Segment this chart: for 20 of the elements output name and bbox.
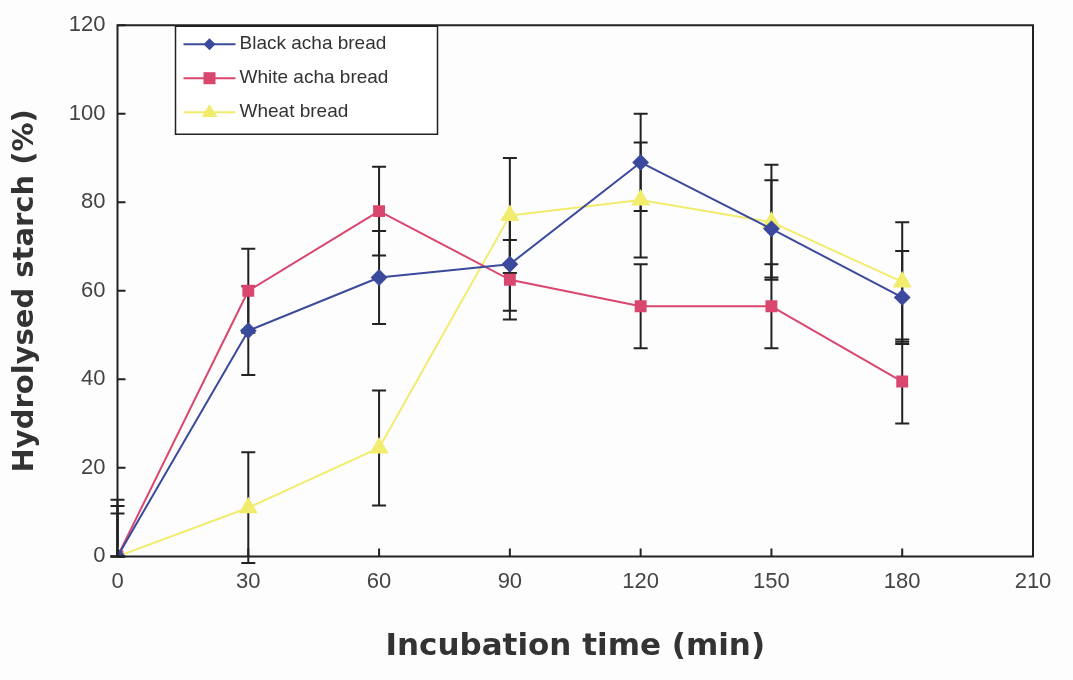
y-tick-label: 20 [81, 453, 106, 479]
x-tick-label: 150 [753, 567, 790, 593]
y-tick-label: 120 [68, 11, 106, 37]
x-tick-label: 60 [366, 567, 392, 593]
x-tick-label: 90 [497, 567, 523, 593]
y-tick-label: 100 [68, 99, 106, 125]
x-tick-label: 120 [622, 567, 659, 593]
x-tick-label: 180 [883, 567, 921, 593]
y-axis-title: Hydrolysed starch (%) [5, 109, 40, 473]
legend-label: Black acha bread [239, 32, 387, 54]
y-tick-label: 0 [93, 542, 106, 568]
y-tick-label: 60 [81, 276, 106, 302]
legend-label: White acha bread [239, 66, 389, 88]
x-axis-title: Incubation time (min) [385, 626, 766, 663]
y-tick-label: 80 [81, 188, 106, 214]
x-tick-label: 210 [1014, 567, 1052, 593]
x-tick-label: 0 [111, 567, 124, 593]
legend-label: Wheat bread [239, 100, 349, 122]
y-tick-label: 40 [81, 365, 106, 391]
x-tick-label: 30 [236, 567, 261, 593]
